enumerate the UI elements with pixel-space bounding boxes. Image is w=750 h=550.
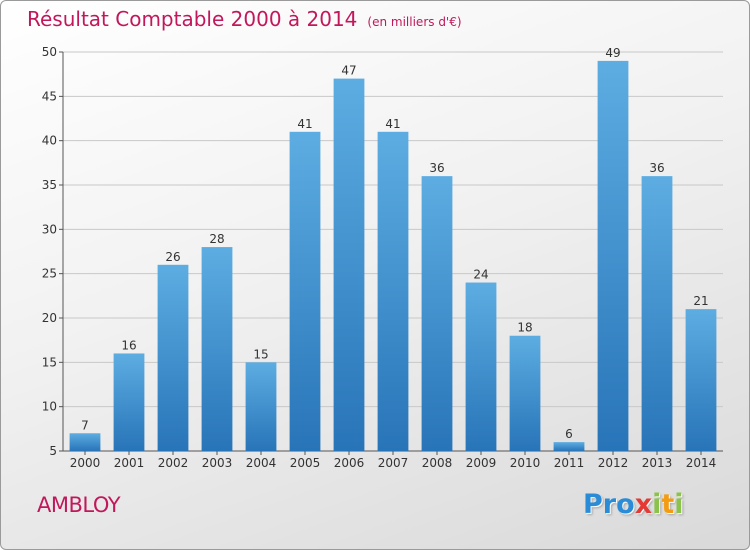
data-labels: 7 16 26 28 15 41 47 41 36 24 18 6 49 36 21 bbox=[81, 46, 708, 441]
bar bbox=[113, 353, 145, 451]
bar bbox=[685, 309, 717, 451]
x-tick-label: 2001 bbox=[114, 456, 145, 470]
y-tick-label: 25 bbox=[42, 267, 57, 281]
x-tick-label: 2004 bbox=[246, 456, 277, 470]
bar bbox=[157, 264, 189, 451]
bar bbox=[597, 60, 629, 451]
bar bbox=[201, 247, 233, 451]
logo-letter: i bbox=[674, 489, 684, 520]
bar bbox=[509, 335, 541, 451]
x-tick-label: 2011 bbox=[554, 456, 585, 470]
bar bbox=[377, 131, 409, 452]
bar bbox=[553, 442, 585, 451]
bar-value-label: 18 bbox=[517, 321, 532, 335]
bar bbox=[421, 176, 453, 451]
x-tick-label: 2003 bbox=[202, 456, 233, 470]
y-tick-label: 50 bbox=[42, 45, 57, 59]
chart-title-text: Résultat Comptable 2000 à 2014 bbox=[27, 7, 358, 31]
bars bbox=[69, 60, 717, 452]
bar bbox=[245, 362, 277, 451]
bar bbox=[641, 176, 673, 451]
logo-letter: r bbox=[602, 489, 617, 520]
bar-value-label: 7 bbox=[81, 418, 89, 432]
bar-value-label: 24 bbox=[473, 268, 488, 282]
bar-value-label: 26 bbox=[165, 250, 180, 264]
bar-value-label: 41 bbox=[297, 117, 312, 131]
bar-value-label: 21 bbox=[693, 294, 708, 308]
logo-letter: x bbox=[634, 489, 653, 520]
chart-title: Résultat Comptable 2000 à 2014 (en millie… bbox=[27, 7, 462, 31]
y-tick-label: 35 bbox=[42, 178, 57, 192]
town-name: AMBLOY bbox=[37, 493, 121, 517]
bar-value-label: 16 bbox=[121, 338, 136, 352]
bar-value-label: 41 bbox=[385, 117, 400, 131]
bar-value-label: 36 bbox=[649, 161, 664, 175]
logo-letter: i bbox=[652, 489, 662, 520]
x-tick-label: 2005 bbox=[290, 456, 321, 470]
y-tick-label: 45 bbox=[42, 89, 57, 103]
y-tick-label: 40 bbox=[42, 134, 57, 148]
y-tick-label: 30 bbox=[42, 222, 57, 236]
x-tick-label: 2014 bbox=[686, 456, 717, 470]
x-tick-label: 2000 bbox=[70, 456, 101, 470]
bar bbox=[289, 131, 321, 452]
y-tick-label: 20 bbox=[42, 311, 57, 325]
x-tick-label: 2007 bbox=[378, 456, 409, 470]
bar bbox=[69, 433, 101, 451]
x-tick-label: 2012 bbox=[598, 456, 629, 470]
bar bbox=[465, 282, 497, 451]
bar-value-label: 15 bbox=[253, 347, 268, 361]
bar-value-label: 36 bbox=[429, 161, 444, 175]
x-tick-label: 2009 bbox=[466, 456, 497, 470]
proxiti-logo[interactable]: Proxiti bbox=[583, 489, 684, 520]
bar bbox=[333, 78, 365, 451]
x-tick-label: 2006 bbox=[334, 456, 365, 470]
y-tick-label: 15 bbox=[42, 355, 57, 369]
y-tick-label: 10 bbox=[42, 400, 57, 414]
chart-subtitle: (en milliers d'€) bbox=[367, 15, 462, 29]
y-tick-label: 5 bbox=[49, 444, 57, 458]
logo-letter: P bbox=[583, 489, 603, 520]
bar-value-label: 47 bbox=[341, 64, 356, 78]
logo-letter: o bbox=[616, 489, 635, 520]
x-tick-label: 2010 bbox=[510, 456, 541, 470]
bar-value-label: 28 bbox=[209, 232, 224, 246]
bar-value-label: 6 bbox=[565, 427, 573, 441]
bar-value-label: 49 bbox=[605, 46, 620, 60]
x-tick-label: 2008 bbox=[422, 456, 453, 470]
logo-letter: t bbox=[661, 489, 675, 520]
x-tick-label: 2002 bbox=[158, 456, 189, 470]
x-tick-label: 2013 bbox=[642, 456, 673, 470]
